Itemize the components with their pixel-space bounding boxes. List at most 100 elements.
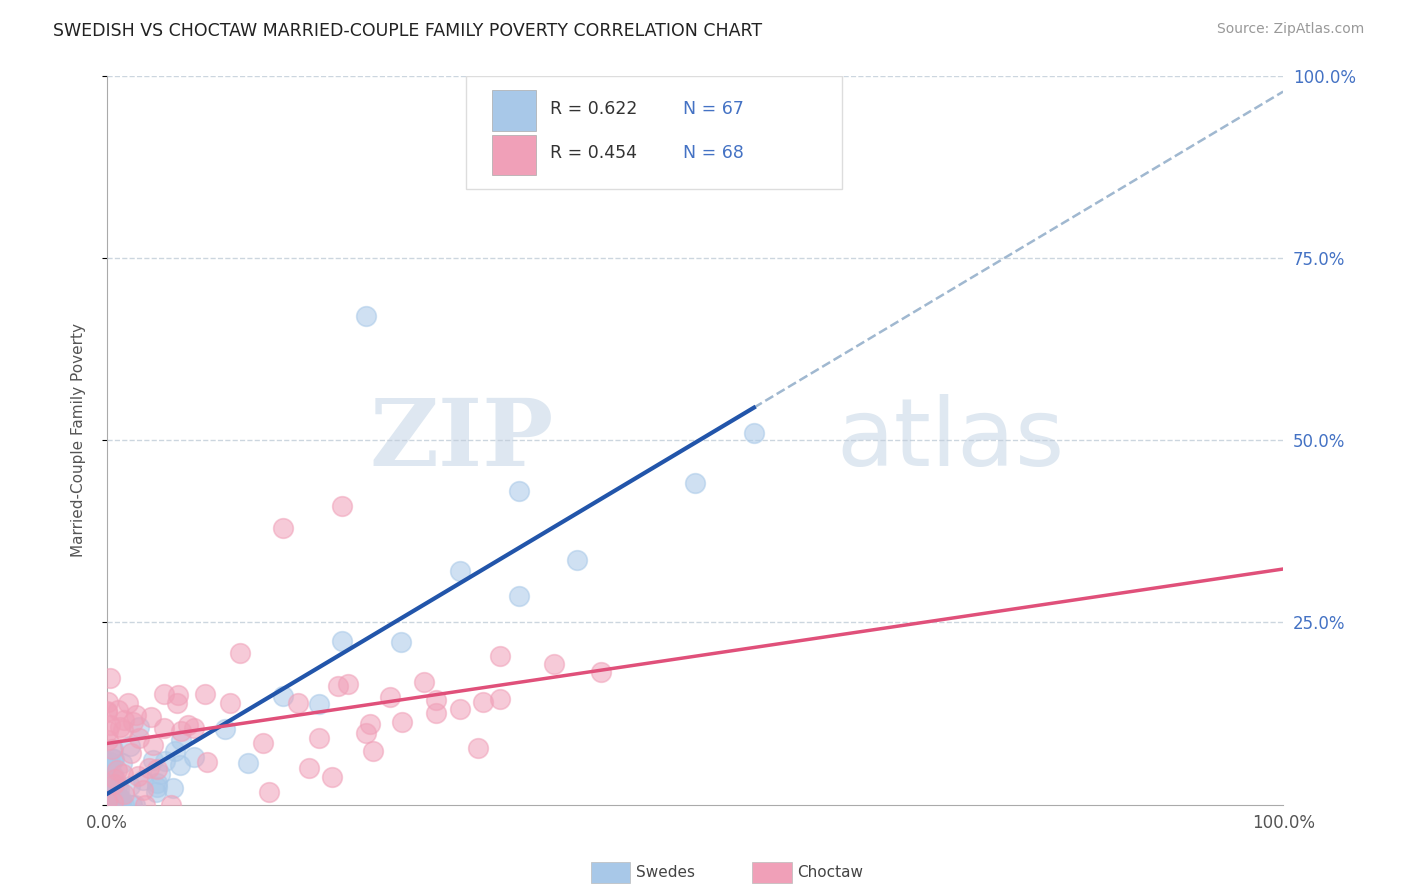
Point bbox=[103, 794, 125, 808]
Point bbox=[98, 797, 121, 812]
Point bbox=[328, 679, 350, 693]
Point bbox=[101, 772, 124, 786]
Point bbox=[149, 766, 172, 780]
Point bbox=[567, 553, 589, 567]
Point bbox=[183, 749, 205, 764]
Point bbox=[105, 764, 128, 778]
Point bbox=[354, 725, 377, 739]
Point bbox=[112, 713, 135, 727]
Point bbox=[134, 797, 156, 812]
Point bbox=[103, 797, 125, 812]
Point bbox=[111, 766, 134, 780]
Point bbox=[103, 783, 125, 797]
Point bbox=[101, 742, 124, 756]
Point bbox=[308, 731, 330, 746]
Point bbox=[127, 769, 149, 783]
Point bbox=[508, 589, 530, 603]
Text: atlas: atlas bbox=[837, 394, 1064, 486]
Text: N = 67: N = 67 bbox=[683, 100, 744, 118]
Point bbox=[100, 775, 122, 789]
Point bbox=[104, 772, 127, 786]
Point bbox=[97, 797, 120, 812]
Point bbox=[97, 695, 120, 709]
Point bbox=[100, 797, 122, 812]
Point bbox=[104, 797, 127, 812]
Point bbox=[170, 732, 193, 747]
Y-axis label: Married-Couple Family Poverty: Married-Couple Family Poverty bbox=[72, 323, 86, 558]
Point bbox=[101, 752, 124, 766]
Point bbox=[170, 723, 193, 738]
Point bbox=[214, 722, 236, 736]
Point bbox=[108, 792, 131, 806]
Point bbox=[98, 755, 121, 769]
Point bbox=[100, 781, 122, 796]
Point bbox=[229, 646, 252, 660]
Point bbox=[543, 657, 565, 671]
Point bbox=[145, 785, 167, 799]
Point bbox=[449, 702, 471, 716]
Point bbox=[467, 741, 489, 756]
Point bbox=[412, 674, 434, 689]
Text: R = 0.454: R = 0.454 bbox=[550, 144, 637, 162]
Point bbox=[330, 499, 353, 513]
Point bbox=[163, 744, 186, 758]
Point bbox=[176, 718, 198, 732]
Point bbox=[97, 724, 120, 739]
Point bbox=[111, 756, 134, 770]
Point bbox=[128, 720, 150, 734]
Point bbox=[108, 720, 131, 734]
Point bbox=[169, 757, 191, 772]
Point bbox=[194, 687, 217, 701]
Point bbox=[98, 759, 121, 773]
Point bbox=[108, 781, 131, 796]
Point bbox=[330, 633, 353, 648]
Point bbox=[111, 723, 134, 738]
Point bbox=[98, 671, 121, 685]
Point bbox=[132, 772, 155, 787]
Point bbox=[97, 787, 120, 801]
Point bbox=[354, 309, 377, 323]
Text: R = 0.622: R = 0.622 bbox=[550, 100, 638, 118]
Point bbox=[252, 735, 274, 749]
Text: Choctaw: Choctaw bbox=[797, 865, 863, 880]
Point bbox=[287, 696, 309, 710]
Point bbox=[167, 688, 190, 702]
Point bbox=[308, 697, 330, 711]
Point bbox=[120, 746, 142, 760]
Text: Source: ZipAtlas.com: Source: ZipAtlas.com bbox=[1216, 22, 1364, 37]
Point bbox=[118, 780, 141, 794]
Point bbox=[160, 797, 183, 812]
Point bbox=[100, 774, 122, 789]
Point bbox=[103, 752, 125, 766]
Point bbox=[488, 648, 510, 663]
Point bbox=[273, 689, 295, 703]
Point bbox=[257, 785, 280, 799]
Point bbox=[121, 797, 143, 812]
Point bbox=[153, 754, 176, 768]
Point bbox=[337, 677, 360, 691]
Point bbox=[98, 797, 121, 812]
Point bbox=[472, 695, 495, 709]
Point bbox=[162, 781, 184, 796]
Point bbox=[103, 777, 125, 791]
Point bbox=[589, 665, 612, 680]
Point bbox=[101, 768, 124, 782]
Point bbox=[112, 787, 135, 801]
Point bbox=[489, 692, 512, 706]
Point bbox=[321, 770, 343, 784]
Point bbox=[128, 731, 150, 745]
Point bbox=[142, 738, 165, 752]
Point bbox=[103, 797, 125, 812]
Point bbox=[101, 797, 124, 812]
Point bbox=[104, 797, 127, 812]
Point bbox=[110, 797, 132, 812]
Point bbox=[110, 791, 132, 805]
Point bbox=[195, 755, 218, 769]
Point bbox=[117, 696, 139, 710]
Point bbox=[298, 761, 321, 775]
Point bbox=[125, 707, 148, 722]
Point bbox=[378, 690, 401, 704]
Point bbox=[146, 776, 169, 790]
Point bbox=[425, 693, 447, 707]
Point bbox=[508, 484, 530, 499]
